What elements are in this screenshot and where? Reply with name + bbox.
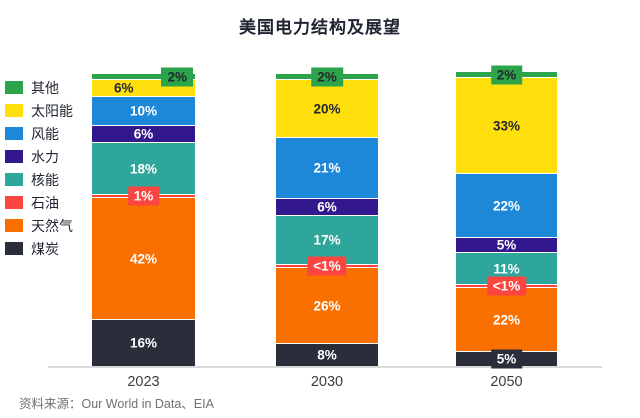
legend-item: 风能 — [5, 122, 73, 145]
segment-石油: <1% — [276, 256, 378, 276]
legend-swatch-icon — [5, 219, 23, 232]
legend-label: 水力 — [31, 148, 59, 165]
segment-风能: 10% — [92, 96, 195, 125]
segment-value-label: 18% — [129, 161, 158, 176]
segment-水力: 6% — [92, 125, 195, 142]
segment-value-label: 26% — [313, 298, 341, 313]
segment-value-label: 6% — [114, 80, 134, 96]
segment-value-label: <1% — [486, 276, 527, 296]
legend-item: 石油 — [5, 191, 73, 214]
segment-value-label: 5% — [496, 237, 517, 253]
legend-item: 其他 — [5, 76, 73, 99]
legend-label: 煤炭 — [31, 240, 59, 257]
segment-核能: 18% — [92, 142, 195, 194]
segment-value-label: 22% — [492, 198, 521, 213]
segment-value-label: 42% — [129, 251, 158, 266]
segment-其他: 2% — [92, 67, 195, 86]
x-tick-label: 2023 — [127, 374, 160, 390]
legend-label: 太阳能 — [31, 102, 73, 119]
segment-value-label: 6% — [133, 126, 154, 142]
segment-value-label: 5% — [490, 349, 523, 369]
stacked-bar-2023: 16% 42% 1% 18% 6% 10% 6% 2% — [92, 67, 195, 366]
segment-value-label: 8% — [317, 347, 337, 363]
legend-swatch-icon — [5, 127, 23, 140]
segment-天然气: 26% — [276, 267, 378, 343]
segment-value-label: 1% — [127, 186, 160, 206]
segment-value-label: 33% — [492, 118, 521, 133]
segment-太阳能: 20% — [276, 79, 378, 137]
legend-label: 核能 — [31, 171, 59, 188]
segment-天然气: 42% — [92, 197, 195, 319]
legend-label: 天然气 — [31, 217, 73, 234]
segment-value-label: 10% — [129, 103, 158, 119]
stacked-bar-2030: 8% 26% <1% 17% 6% 21% 20% 2% — [276, 67, 378, 366]
segment-风能: 21% — [276, 137, 378, 198]
legend-swatch-icon — [5, 173, 23, 186]
segment-水力: 5% — [456, 237, 557, 253]
segment-value-label: 21% — [313, 160, 341, 176]
segment-value-label: 16% — [129, 335, 158, 351]
legend-swatch-icon — [5, 242, 23, 255]
legend-label: 石油 — [31, 194, 59, 211]
legend-swatch-icon — [5, 104, 23, 117]
segment-太阳能: 33% — [456, 77, 557, 173]
segment-value-label: 2% — [490, 65, 523, 84]
legend-item: 天然气 — [5, 214, 73, 237]
segment-核能: 17% — [276, 215, 378, 264]
source-note: 资料来源：Our World in Data、EIA — [19, 397, 214, 411]
chart-title: 美国电力结构及展望 — [239, 18, 401, 37]
segment-value-label: 2% — [161, 67, 193, 86]
legend-swatch-icon — [5, 196, 23, 209]
legend-swatch-icon — [5, 150, 23, 163]
segment-value-label: 20% — [313, 101, 341, 116]
segment-其他: 2% — [276, 67, 378, 86]
segment-value-label: 11% — [493, 261, 520, 276]
legend-label: 其他 — [31, 79, 59, 96]
segment-石油: 1% — [92, 186, 195, 206]
x-axis-line — [48, 366, 602, 368]
legend-label: 风能 — [31, 125, 59, 142]
segment-风能: 22% — [456, 173, 557, 237]
legend-item: 太阳能 — [5, 99, 73, 122]
segment-value-label: <1% — [307, 256, 347, 276]
segment-value-label: 6% — [317, 199, 337, 215]
legend-item: 水力 — [5, 145, 73, 168]
segment-煤炭: 8% — [276, 343, 378, 366]
segment-煤炭: 5% — [456, 349, 557, 369]
segment-石油: <1% — [456, 276, 557, 296]
legend-swatch-icon — [5, 81, 23, 94]
segment-value-label: 22% — [492, 312, 521, 327]
x-tick-label: 2050 — [490, 374, 523, 390]
chart-legend: 其他太阳能风能水力核能石油天然气煤炭 — [5, 76, 73, 260]
stacked-bar-2050: 5% 22% <1% 11% 5% 22% 33% 2% — [456, 65, 557, 369]
segment-value-label: 2% — [311, 67, 343, 86]
segment-其他: 2% — [456, 65, 557, 84]
x-tick-label: 2030 — [310, 374, 344, 390]
legend-item: 煤炭 — [5, 237, 73, 260]
segment-水力: 6% — [276, 198, 378, 215]
segment-value-label: 17% — [313, 232, 341, 248]
segment-煤炭: 16% — [92, 319, 195, 366]
segment-天然气: 22% — [456, 287, 557, 351]
legend-item: 核能 — [5, 168, 73, 191]
